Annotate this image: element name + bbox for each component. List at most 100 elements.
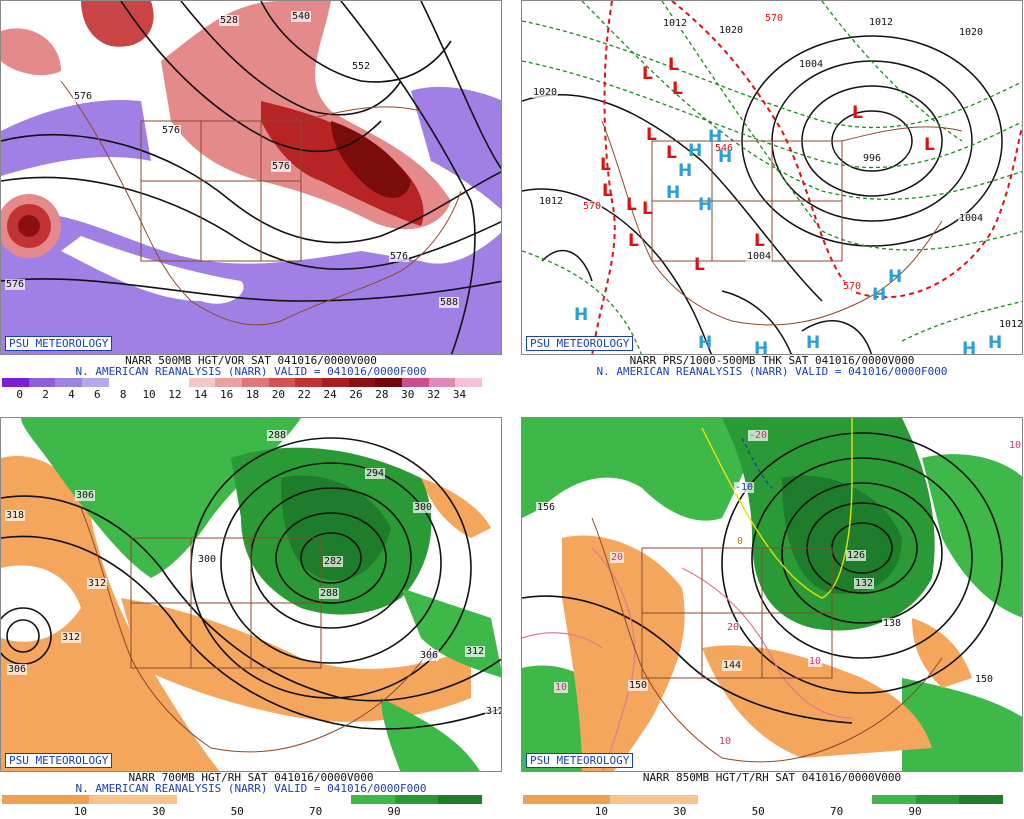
color-scale-swatch bbox=[215, 378, 243, 387]
color-scale-tick-label: 10 bbox=[73, 805, 88, 818]
map-500mb: 528 540 552 576 576 576 576 576 588 PSU … bbox=[0, 0, 502, 355]
color-scale-tick-label: 24 bbox=[323, 388, 337, 401]
isobar-label: 1012 bbox=[662, 18, 689, 29]
contour-label: 306 bbox=[419, 650, 440, 661]
color-scale-tick-label: 50 bbox=[230, 805, 244, 818]
color-scale-swatch bbox=[610, 795, 654, 804]
low-pressure-marker: L bbox=[642, 64, 653, 84]
map-title: NARR 850MB HGT/T/RH SAT 041016/0000V000 bbox=[642, 771, 902, 784]
color-scale-tick-label: 0 bbox=[16, 388, 24, 401]
contour-label: 528 bbox=[219, 15, 240, 26]
contour-label: 540 bbox=[291, 11, 312, 22]
isobar-label: 1004 bbox=[798, 59, 825, 70]
color-scale-tick-label: 8 bbox=[119, 388, 127, 401]
high-pressure-marker: H bbox=[888, 267, 903, 287]
high-pressure-marker: H bbox=[754, 339, 769, 355]
thickness-label: 546 bbox=[714, 143, 735, 154]
map-700mb-graphic bbox=[1, 418, 501, 771]
high-pressure-marker: H bbox=[698, 195, 713, 215]
panel-pressure-thickness: 1012 1020 570 1004 1012 1020 1020 1012 5… bbox=[521, 0, 1023, 402]
color-scale-swatch bbox=[741, 795, 785, 804]
contour-label: 306 bbox=[75, 490, 96, 501]
low-pressure-marker: L bbox=[666, 143, 677, 163]
low-pressure-marker: L bbox=[626, 195, 637, 215]
contour-label: 294 bbox=[365, 468, 386, 479]
temperature-label: 0 bbox=[736, 536, 745, 547]
isobar-label: 1004 bbox=[746, 251, 773, 262]
contour-label: 300 bbox=[413, 502, 434, 513]
low-pressure-marker: L bbox=[628, 231, 639, 251]
color-scale-swatch bbox=[263, 795, 308, 804]
isobar-label: 1012 bbox=[538, 196, 565, 207]
isobar-label: 996 bbox=[862, 153, 883, 164]
color-scale-tick-label: 90 bbox=[387, 805, 401, 818]
color-scale-swatch bbox=[915, 795, 960, 804]
height-label: 150 bbox=[628, 680, 649, 691]
color-scale-swatch bbox=[438, 795, 483, 804]
color-scale-swatch bbox=[268, 378, 296, 387]
low-pressure-marker: L bbox=[924, 135, 935, 155]
map-pressure-graphic bbox=[522, 1, 1022, 354]
high-pressure-marker: H bbox=[988, 333, 1003, 353]
psu-badge: PSU METEOROLOGY bbox=[5, 753, 113, 768]
color-scale-swatch bbox=[402, 378, 429, 387]
color-scale-swatch bbox=[2, 378, 29, 387]
high-pressure-marker: H bbox=[574, 305, 589, 325]
map-subtitle: N. AMERICAN REANALYSIS (NARR) VALID = 04… bbox=[75, 782, 427, 795]
contour-label: 576 bbox=[161, 125, 182, 136]
map-850mb-graphic bbox=[522, 418, 1022, 771]
color-scale-bar bbox=[2, 795, 483, 804]
color-scale-swatch bbox=[2, 795, 46, 804]
contour-label: 576 bbox=[5, 279, 26, 290]
temperature-label: 10 bbox=[1008, 440, 1022, 451]
contour-label: 282 bbox=[323, 556, 344, 567]
map-500mb-graphic bbox=[1, 1, 501, 354]
map-title: NARR PRS/1000-500MB THK SAT 041016/0000V… bbox=[629, 354, 915, 367]
color-scale-swatch bbox=[108, 378, 136, 387]
temperature-label: -20 bbox=[748, 430, 769, 441]
color-scale-labels: 10 30 50 70 90 bbox=[523, 805, 1003, 818]
color-scale-tick-label: 30 bbox=[152, 805, 166, 818]
low-pressure-marker: L bbox=[646, 125, 657, 145]
low-pressure-marker: L bbox=[852, 103, 863, 123]
contour-label: 552 bbox=[351, 61, 372, 72]
color-scale-swatch bbox=[375, 378, 403, 387]
map-pressure: 1012 1020 570 1004 1012 1020 1020 1012 5… bbox=[521, 0, 1023, 355]
high-pressure-marker: H bbox=[708, 127, 723, 147]
color-scale-tick-label: 30 bbox=[401, 388, 415, 401]
color-scale-swatch bbox=[697, 795, 742, 804]
color-scale-tick-label: 32 bbox=[426, 388, 441, 401]
contour-label: 588 bbox=[439, 297, 460, 308]
temperature-label: 10 bbox=[554, 682, 569, 693]
high-pressure-marker: H bbox=[718, 147, 733, 167]
height-label: 144 bbox=[722, 660, 743, 671]
color-scale-swatch bbox=[135, 378, 163, 387]
color-scale-tick-label: 16 bbox=[220, 388, 234, 401]
color-scale-swatch bbox=[89, 795, 133, 804]
color-scale-tick-label: 20 bbox=[271, 388, 286, 401]
color-scale-labels: 10 30 50 70 90 bbox=[2, 805, 482, 818]
psu-badge: PSU METEOROLOGY bbox=[5, 336, 113, 351]
color-scale-swatch bbox=[307, 795, 352, 804]
thickness-label: 570 bbox=[842, 281, 863, 292]
isobar-label: 1020 bbox=[958, 27, 985, 38]
color-scale-bar bbox=[523, 795, 1004, 804]
color-scale-tick-label: 28 bbox=[375, 388, 389, 401]
low-pressure-marker: L bbox=[672, 79, 683, 99]
color-scale-tick-label: 14 bbox=[194, 388, 208, 401]
panel-700mb-humidity: 288 306 318 312 300 282 294 300 288 312 … bbox=[0, 417, 502, 819]
low-pressure-marker: L bbox=[600, 155, 611, 175]
color-scale-swatch bbox=[55, 378, 83, 387]
color-scale-swatch bbox=[428, 378, 456, 387]
high-pressure-marker: H bbox=[678, 161, 693, 181]
color-scale-tick-label: 2 bbox=[42, 388, 49, 401]
height-label: 156 bbox=[536, 502, 557, 513]
temperature-label: 20 bbox=[726, 622, 741, 633]
map-700mb: 288 306 318 312 300 282 294 300 288 312 … bbox=[0, 417, 502, 772]
color-scale-swatch bbox=[188, 378, 216, 387]
color-scale-tick-label: 26 bbox=[349, 388, 363, 401]
color-scale-tick-label: 4 bbox=[68, 388, 75, 401]
color-scale-swatch bbox=[872, 795, 916, 804]
isobar-label: 1004 bbox=[958, 213, 985, 224]
map-subtitle: N. AMERICAN REANALYSIS (NARR) VALID = 04… bbox=[75, 365, 427, 378]
